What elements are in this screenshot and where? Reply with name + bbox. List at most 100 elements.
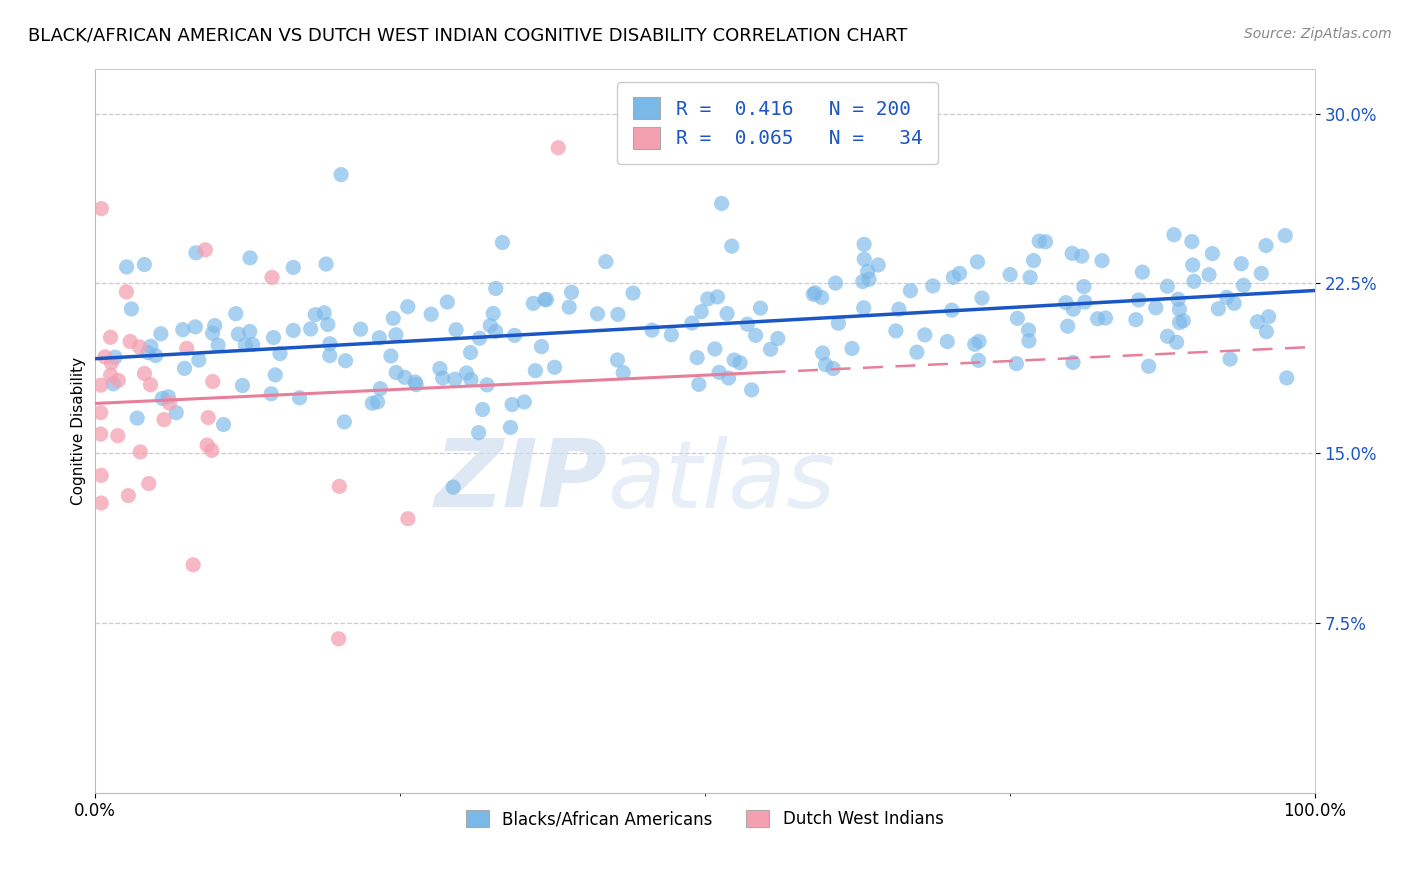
Point <box>467 425 489 440</box>
Point <box>1254 238 1277 252</box>
Point <box>107 373 129 387</box>
Point <box>914 327 936 342</box>
Point <box>853 237 876 252</box>
Point <box>404 375 426 389</box>
Point <box>1250 267 1272 281</box>
Point <box>841 342 863 356</box>
Point <box>1128 293 1150 307</box>
Point <box>1054 295 1077 310</box>
Point <box>921 279 943 293</box>
Point <box>197 410 219 425</box>
Point <box>686 351 709 365</box>
Point <box>852 301 875 315</box>
Point <box>314 306 336 320</box>
Point <box>304 308 326 322</box>
Text: Source: ZipAtlas.com: Source: ZipAtlas.com <box>1244 27 1392 41</box>
Point <box>716 307 738 321</box>
Point <box>1182 274 1205 288</box>
Point <box>1275 371 1298 385</box>
Point <box>524 364 547 378</box>
Point <box>432 371 454 385</box>
Point <box>225 307 247 321</box>
Point <box>134 367 156 381</box>
Point <box>1201 246 1223 260</box>
Point <box>522 296 544 310</box>
Point <box>370 382 392 396</box>
Point <box>1070 249 1092 263</box>
Point <box>814 358 837 372</box>
Point <box>1022 253 1045 268</box>
Point <box>207 338 229 352</box>
Point <box>749 301 772 315</box>
Point <box>444 372 467 386</box>
Point <box>120 334 142 349</box>
Point <box>315 257 337 271</box>
Point <box>138 476 160 491</box>
Point <box>941 303 963 318</box>
Point <box>741 383 763 397</box>
Point <box>543 360 565 375</box>
Point <box>1018 323 1040 337</box>
Point <box>681 316 703 330</box>
Text: ZIP: ZIP <box>434 435 607 527</box>
Point <box>720 239 742 253</box>
Point <box>1056 319 1078 334</box>
Point <box>288 391 311 405</box>
Point <box>723 353 745 368</box>
Point <box>1168 302 1191 317</box>
Point <box>90 496 112 510</box>
Point <box>212 417 235 432</box>
Point <box>1062 302 1084 317</box>
Point <box>201 375 224 389</box>
Point <box>157 390 180 404</box>
Point <box>884 324 907 338</box>
Point <box>173 361 195 376</box>
Point <box>612 366 634 380</box>
Point <box>1230 257 1253 271</box>
Point <box>586 307 609 321</box>
Point <box>1181 235 1204 249</box>
Point <box>444 323 467 337</box>
Point <box>233 338 256 352</box>
Point <box>242 337 264 351</box>
Point <box>547 141 569 155</box>
Point <box>115 260 138 274</box>
Point <box>134 258 156 272</box>
Point <box>194 243 217 257</box>
Point <box>491 235 513 250</box>
Point <box>420 307 443 321</box>
Point <box>149 326 172 341</box>
Point <box>485 281 508 295</box>
Point <box>195 438 218 452</box>
Point <box>1156 279 1178 293</box>
Point <box>396 512 419 526</box>
Point <box>90 378 112 392</box>
Point <box>1223 296 1246 310</box>
Point <box>136 345 159 359</box>
Point <box>948 267 970 281</box>
Point <box>1274 228 1296 243</box>
Point <box>621 286 644 301</box>
Point <box>184 319 207 334</box>
Point <box>456 366 478 380</box>
Point <box>263 330 285 344</box>
Point <box>717 371 740 385</box>
Point <box>350 322 373 336</box>
Point <box>333 415 356 429</box>
Point <box>115 285 138 299</box>
Point <box>204 318 226 333</box>
Point <box>231 378 253 392</box>
Point <box>90 202 112 216</box>
Point <box>187 353 209 368</box>
Point <box>260 270 283 285</box>
Point <box>688 377 710 392</box>
Point <box>394 370 416 384</box>
Point <box>484 325 506 339</box>
Point <box>176 342 198 356</box>
Y-axis label: Cognitive Disability: Cognitive Disability <box>72 357 86 505</box>
Point <box>264 368 287 382</box>
Point <box>90 427 112 442</box>
Point <box>824 276 846 290</box>
Point <box>595 254 617 268</box>
Point <box>165 406 187 420</box>
